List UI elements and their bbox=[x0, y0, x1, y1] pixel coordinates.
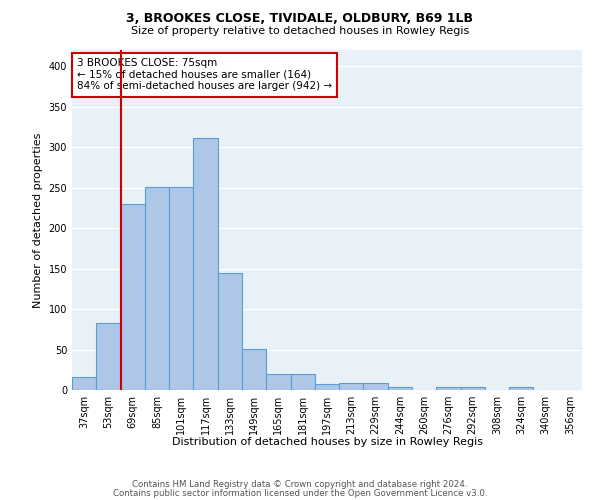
Y-axis label: Number of detached properties: Number of detached properties bbox=[33, 132, 43, 308]
Text: Contains public sector information licensed under the Open Government Licence v3: Contains public sector information licen… bbox=[113, 488, 487, 498]
Bar bbox=[96, 323, 121, 390]
Text: Size of property relative to detached houses in Rowley Regis: Size of property relative to detached ho… bbox=[131, 26, 469, 36]
Bar bbox=[145, 187, 169, 390]
Bar bbox=[436, 387, 461, 390]
Bar bbox=[315, 384, 339, 390]
Bar bbox=[364, 382, 388, 390]
Bar bbox=[242, 348, 266, 390]
Bar bbox=[169, 187, 193, 390]
Bar bbox=[218, 272, 242, 390]
X-axis label: Distribution of detached houses by size in Rowley Regis: Distribution of detached houses by size … bbox=[172, 437, 482, 447]
Bar bbox=[121, 204, 145, 390]
Text: Contains HM Land Registry data © Crown copyright and database right 2024.: Contains HM Land Registry data © Crown c… bbox=[132, 480, 468, 489]
Bar bbox=[290, 374, 315, 390]
Bar bbox=[461, 387, 485, 390]
Bar bbox=[266, 374, 290, 390]
Bar bbox=[388, 387, 412, 390]
Bar bbox=[509, 387, 533, 390]
Bar bbox=[193, 138, 218, 390]
Text: 3, BROOKES CLOSE, TIVIDALE, OLDBURY, B69 1LB: 3, BROOKES CLOSE, TIVIDALE, OLDBURY, B69… bbox=[127, 12, 473, 26]
Bar bbox=[72, 377, 96, 390]
Text: 3 BROOKES CLOSE: 75sqm
← 15% of detached houses are smaller (164)
84% of semi-de: 3 BROOKES CLOSE: 75sqm ← 15% of detached… bbox=[77, 58, 332, 92]
Bar bbox=[339, 382, 364, 390]
